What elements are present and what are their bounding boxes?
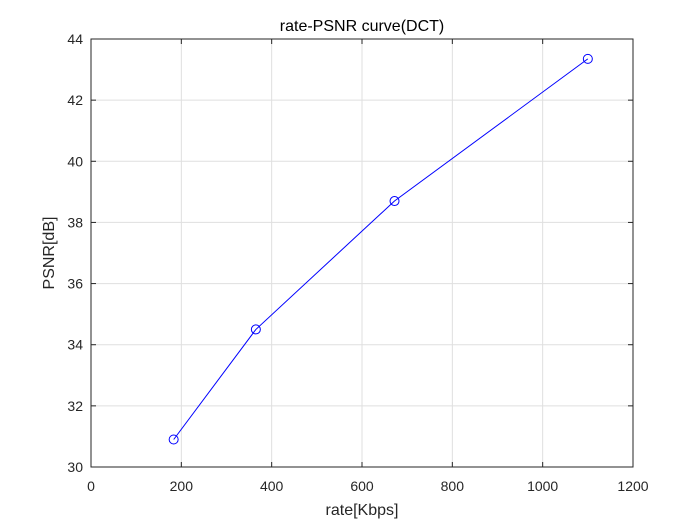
x-tick-label: 0 [87,478,95,494]
y-tick-label: 36 [67,276,83,292]
x-axis-label: rate[Kbps] [326,502,399,519]
series-layer [168,53,593,445]
x-tick-label: 400 [260,478,284,494]
series-line [173,58,589,440]
x-tick-label: 200 [170,478,194,494]
x-tick-label: 1000 [527,478,558,494]
x-tick-label: 800 [441,478,465,494]
x-tick-label: 600 [350,478,374,494]
data-point-marker [250,324,261,335]
data-point-marker [168,434,179,445]
data-point-marker [389,196,400,207]
y-tick-label: 38 [67,214,83,230]
y-tick-label: 40 [67,153,83,169]
y-tick-label: 32 [67,398,83,414]
y-tick-label: 30 [67,459,83,475]
tick-layer: 0 200 400 600 800 1000 1200 30 32 34 36 38 40 42 44 [67,31,648,494]
y-axis-label: PSNR[dB] [41,217,58,290]
y-tick-label: 42 [67,92,83,108]
y-tick-label: 44 [67,31,83,47]
y-tick-label: 34 [67,337,83,353]
grid-layer [91,39,633,467]
data-point-marker [582,53,593,64]
x-tick-label: 1200 [617,478,648,494]
chart-title: rate-PSNR curve(DCT) [280,18,444,35]
